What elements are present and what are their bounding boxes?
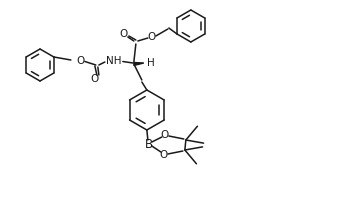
Text: O: O [148, 32, 156, 42]
Text: O: O [91, 74, 99, 84]
Text: NH: NH [106, 56, 121, 66]
Text: H: H [147, 58, 155, 68]
Text: B: B [145, 138, 153, 150]
Polygon shape [134, 62, 144, 65]
Text: O: O [161, 130, 169, 140]
Text: O: O [160, 150, 168, 160]
Text: O: O [120, 29, 128, 39]
Text: O: O [77, 56, 85, 66]
